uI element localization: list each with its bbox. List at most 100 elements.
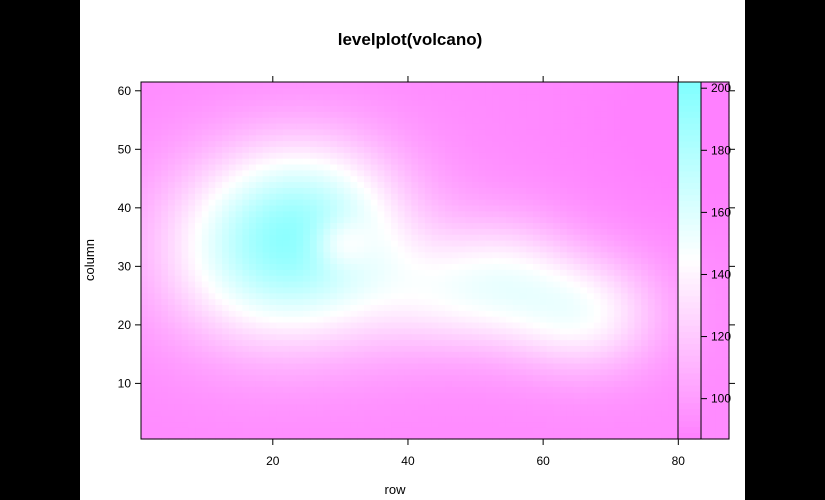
heatmap-cell [377, 409, 385, 417]
heatmap-cell [404, 240, 412, 247]
heatmap-cell [600, 146, 608, 153]
heatmap-cell [343, 327, 352, 335]
heatmap-cell [337, 187, 345, 194]
heatmap-cell [249, 380, 257, 387]
heatmap-cell [627, 351, 635, 358]
heatmap-cell [391, 374, 399, 382]
heatmap-cell [661, 386, 669, 393]
heatmap-cell [445, 415, 453, 423]
heatmap-cell [262, 222, 271, 229]
heatmap-cell [661, 368, 669, 376]
heatmap-cell [364, 263, 372, 270]
heatmap-cell [370, 117, 379, 124]
heatmap-cell [600, 181, 608, 188]
heatmap-cell [201, 134, 210, 142]
heatmap-cell [215, 433, 223, 440]
heatmap-cell [309, 216, 318, 224]
heatmap-cell [499, 380, 507, 387]
heatmap-cell [188, 93, 196, 101]
heatmap-cell [424, 251, 433, 259]
heatmap-cell [546, 409, 554, 417]
heatmap-cell [174, 216, 183, 224]
heatmap-cell [222, 386, 230, 393]
heatmap-cell [607, 82, 615, 89]
heatmap-cell [465, 310, 473, 317]
heatmap-cell [641, 415, 649, 423]
heatmap-cell [634, 146, 642, 153]
heatmap-cell [418, 152, 426, 159]
heatmap-cell [546, 228, 554, 235]
heatmap-cell [465, 316, 473, 323]
heatmap-cell [560, 275, 568, 282]
heatmap-cell [282, 280, 291, 288]
heatmap-cell [343, 99, 352, 107]
heatmap-cell [526, 175, 534, 183]
heatmap-cell [587, 392, 595, 399]
heatmap-cell [492, 357, 500, 364]
heatmap-cell [316, 357, 325, 364]
heatmap-cell [533, 222, 541, 229]
heatmap-cell [174, 204, 183, 212]
heatmap-cell [337, 105, 345, 112]
heatmap-cell [566, 269, 575, 276]
heatmap-cell [566, 427, 575, 434]
heatmap-cell [282, 374, 291, 382]
heatmap-cell [661, 333, 669, 341]
heatmap-cell [249, 433, 257, 440]
heatmap-cell [269, 316, 277, 323]
heatmap-cell [201, 128, 210, 136]
heatmap-cell [539, 263, 548, 270]
heatmap-cell [424, 228, 433, 235]
heatmap-cell [377, 111, 385, 118]
heatmap-cell [627, 134, 635, 142]
heatmap-cell [411, 193, 419, 200]
heatmap-cell [161, 304, 169, 311]
heatmap-cell [431, 187, 439, 194]
heatmap-cell [188, 392, 196, 399]
heatmap-cell [573, 316, 581, 323]
heatmap-cell [370, 222, 379, 229]
heatmap-cell [580, 333, 588, 341]
heatmap-cell [560, 204, 568, 212]
heatmap-cell [316, 345, 325, 352]
heatmap-cell [424, 234, 433, 241]
heatmap-cell [262, 152, 271, 159]
heatmap-cell [607, 117, 615, 124]
heatmap-cell [418, 175, 426, 183]
heatmap-cell [607, 310, 615, 317]
heatmap-cell [255, 269, 264, 276]
heatmap-cell [296, 140, 304, 147]
heatmap-cell [519, 158, 527, 165]
heatmap-cell [174, 380, 183, 387]
heatmap-cell [350, 351, 358, 358]
heatmap-cell [343, 158, 352, 165]
heatmap-cell [614, 368, 622, 376]
heatmap-cell [377, 175, 385, 183]
heatmap-cell [539, 222, 548, 229]
heatmap-cell [478, 175, 487, 183]
heatmap-cell [600, 87, 608, 95]
heatmap-cell [195, 158, 203, 165]
heatmap-cell [600, 228, 608, 235]
heatmap-cell [499, 187, 507, 194]
heatmap-cell [512, 286, 521, 294]
heatmap-cell [323, 415, 331, 423]
heatmap-cell [370, 275, 379, 282]
heatmap-cell [560, 111, 568, 118]
heatmap-cell [188, 117, 196, 124]
heatmap-cell [154, 392, 162, 399]
heatmap-cell [607, 122, 615, 130]
heatmap-cell [330, 234, 338, 241]
heatmap-cell [269, 193, 277, 200]
heatmap-cell [255, 87, 264, 95]
heatmap-cell [505, 240, 514, 247]
heatmap-cell [445, 316, 453, 323]
heatmap-cell [492, 263, 500, 270]
heatmap-cell [404, 93, 412, 101]
heatmap-cell [512, 152, 521, 159]
heatmap-cell [188, 199, 196, 206]
heatmap-cell [262, 292, 271, 300]
heatmap-cell [181, 345, 189, 352]
heatmap-cell [566, 140, 575, 147]
heatmap-cell [634, 421, 642, 428]
